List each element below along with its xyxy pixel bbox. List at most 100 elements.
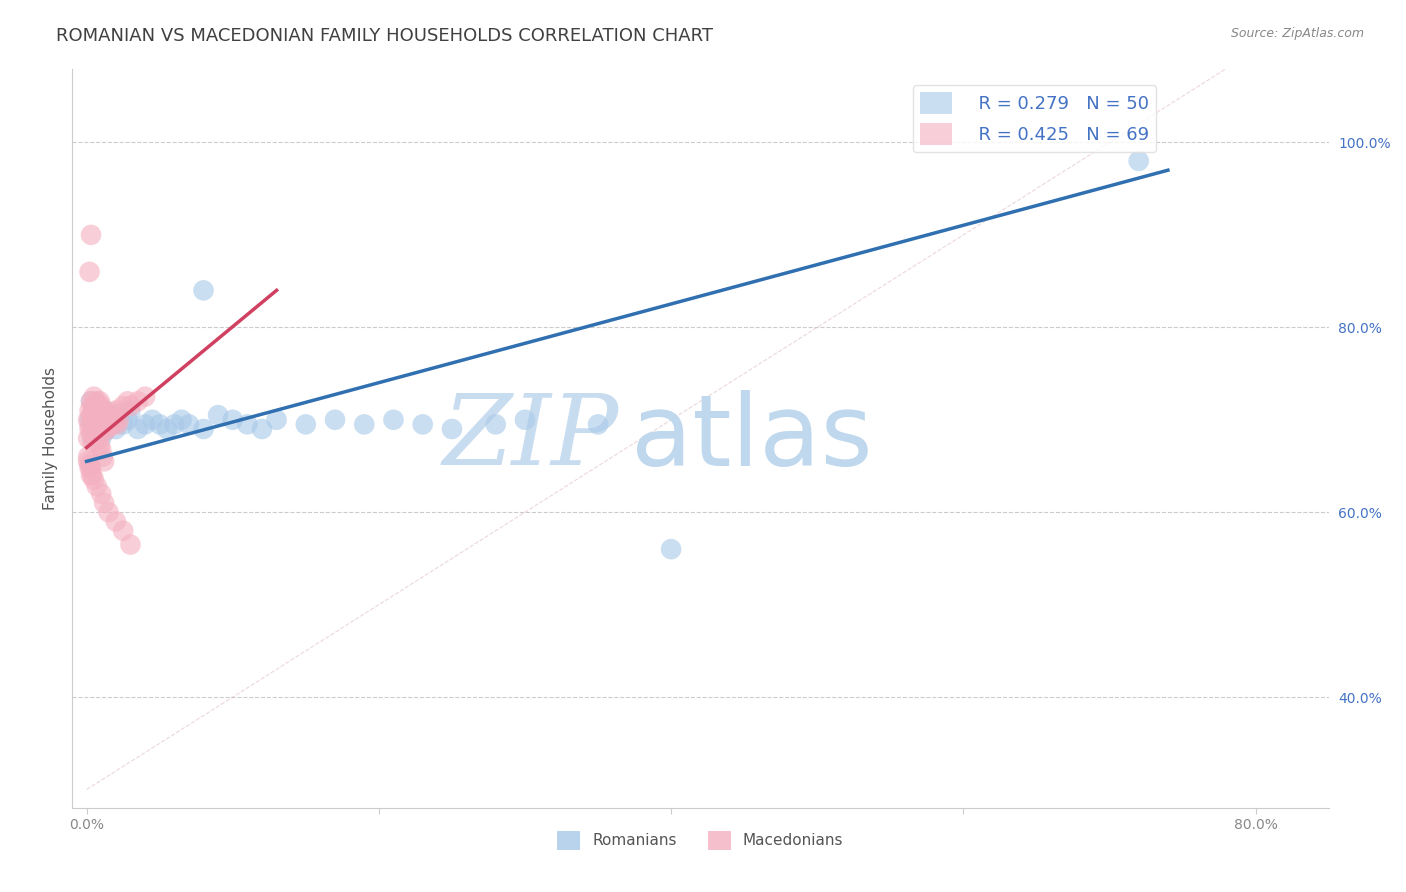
Point bbox=[97, 408, 120, 422]
Point bbox=[82, 413, 104, 427]
Point bbox=[98, 413, 121, 427]
Point bbox=[79, 403, 101, 417]
Point bbox=[177, 417, 200, 432]
Point bbox=[79, 422, 101, 436]
Point bbox=[104, 403, 127, 417]
Point bbox=[79, 417, 101, 432]
Point bbox=[80, 460, 103, 475]
Point bbox=[89, 405, 111, 419]
Point bbox=[134, 390, 156, 404]
Point bbox=[1128, 153, 1150, 168]
Point bbox=[80, 394, 103, 409]
Point bbox=[83, 473, 105, 487]
Legend:   R = 0.279   N = 50,   R = 0.425   N = 69: R = 0.279 N = 50, R = 0.425 N = 69 bbox=[912, 85, 1156, 153]
Point bbox=[193, 284, 215, 298]
Point bbox=[103, 413, 125, 427]
Point bbox=[104, 422, 127, 436]
Point bbox=[412, 417, 434, 432]
Point bbox=[86, 399, 108, 413]
Point bbox=[89, 394, 111, 409]
Point bbox=[117, 413, 139, 427]
Point bbox=[86, 426, 108, 441]
Point bbox=[77, 431, 100, 445]
Point bbox=[90, 417, 112, 432]
Point bbox=[156, 422, 179, 436]
Point bbox=[82, 399, 104, 413]
Point bbox=[107, 408, 129, 422]
Point bbox=[112, 524, 135, 538]
Point bbox=[91, 403, 114, 417]
Point bbox=[94, 413, 117, 427]
Point bbox=[659, 542, 682, 557]
Point bbox=[80, 408, 103, 422]
Point bbox=[90, 486, 112, 500]
Point bbox=[83, 390, 105, 404]
Point bbox=[120, 403, 142, 417]
Point bbox=[105, 417, 128, 432]
Y-axis label: Family Households: Family Households bbox=[44, 367, 58, 509]
Point bbox=[120, 537, 142, 551]
Point bbox=[127, 394, 149, 409]
Point bbox=[97, 505, 120, 519]
Point bbox=[84, 408, 107, 422]
Point bbox=[89, 439, 111, 453]
Text: Source: ZipAtlas.com: Source: ZipAtlas.com bbox=[1230, 27, 1364, 40]
Point bbox=[107, 413, 129, 427]
Point bbox=[87, 413, 110, 427]
Point bbox=[93, 454, 115, 468]
Point bbox=[82, 468, 104, 483]
Point bbox=[80, 227, 103, 242]
Point bbox=[96, 417, 118, 432]
Point bbox=[134, 417, 156, 432]
Point bbox=[141, 413, 163, 427]
Point bbox=[86, 405, 108, 419]
Point bbox=[222, 413, 245, 427]
Point bbox=[93, 403, 115, 417]
Point bbox=[91, 417, 114, 432]
Point bbox=[323, 413, 346, 427]
Point bbox=[353, 417, 375, 432]
Point bbox=[86, 479, 108, 493]
Point bbox=[127, 422, 149, 436]
Point bbox=[117, 394, 139, 409]
Point bbox=[91, 413, 114, 427]
Point bbox=[93, 422, 115, 436]
Point bbox=[90, 431, 112, 445]
Point bbox=[440, 422, 463, 436]
Point bbox=[266, 413, 288, 427]
Point bbox=[79, 457, 101, 471]
Point bbox=[170, 413, 193, 427]
Point bbox=[90, 413, 112, 427]
Point bbox=[104, 515, 127, 529]
Point bbox=[77, 450, 100, 464]
Point bbox=[82, 435, 104, 450]
Point bbox=[97, 413, 120, 427]
Point bbox=[91, 450, 114, 464]
Point bbox=[84, 396, 107, 410]
Point bbox=[98, 408, 121, 422]
Point bbox=[86, 394, 108, 409]
Point bbox=[84, 431, 107, 445]
Point bbox=[83, 417, 105, 432]
Text: atlas: atlas bbox=[631, 390, 873, 487]
Point bbox=[87, 413, 110, 427]
Point bbox=[94, 424, 117, 438]
Point bbox=[236, 417, 259, 432]
Point bbox=[77, 413, 100, 427]
Point bbox=[96, 417, 118, 432]
Point bbox=[79, 265, 101, 279]
Point bbox=[112, 399, 135, 413]
Point bbox=[90, 442, 112, 457]
Point bbox=[84, 408, 107, 422]
Point bbox=[87, 399, 110, 413]
Point bbox=[94, 424, 117, 438]
Point bbox=[79, 413, 101, 427]
Point bbox=[207, 408, 229, 422]
Point bbox=[382, 413, 405, 427]
Point bbox=[163, 417, 186, 432]
Point bbox=[77, 454, 100, 468]
Text: ZIP: ZIP bbox=[443, 391, 619, 486]
Point bbox=[83, 424, 105, 438]
Point bbox=[80, 426, 103, 441]
Point bbox=[79, 460, 101, 475]
